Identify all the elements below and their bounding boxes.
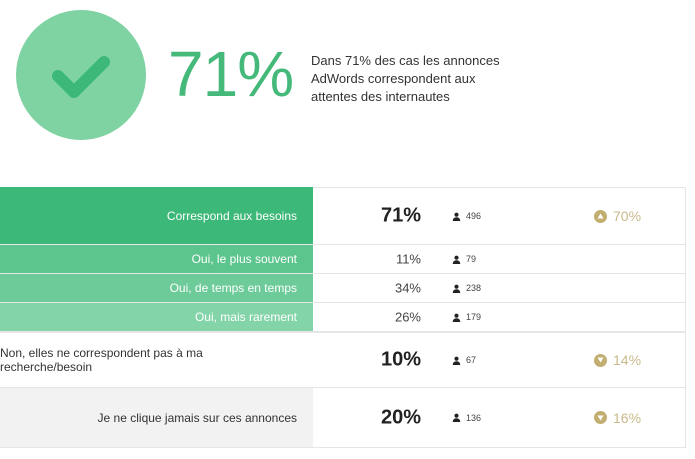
- count-value: 496: [466, 211, 482, 221]
- row-label: Non, elles ne correspondent pas à ma rec…: [0, 333, 313, 387]
- trend-value: 70%: [613, 208, 642, 224]
- count-value: 136: [466, 412, 482, 423]
- row-values: 10% 67 14%: [313, 333, 686, 387]
- row-count: 79: [452, 254, 476, 264]
- user-icon: [452, 212, 461, 221]
- row-label: Oui, le plus souvent: [0, 245, 313, 273]
- headline-text: Dans 71% des cas les annonces AdWords co…: [311, 53, 500, 104]
- trend-value: 16%: [613, 409, 642, 426]
- row-label: Oui, de temps en temps: [0, 274, 313, 302]
- table-row: Oui, le plus souvent 11% 79: [0, 245, 686, 274]
- trend-value: 14%: [613, 352, 642, 368]
- row-percent: 71%: [380, 204, 421, 227]
- arrow-down-icon: [594, 411, 607, 424]
- count-value: 179: [466, 312, 482, 322]
- count-value: 67: [466, 355, 477, 365]
- row-values: 71% 496 70%: [313, 187, 686, 244]
- row-count: 238: [452, 283, 481, 293]
- row-values: 26% 179: [313, 303, 686, 331]
- row-trend: 14%: [594, 352, 641, 368]
- row-values: 20% 136 16%: [313, 388, 686, 447]
- row-percent: 26%: [394, 309, 421, 325]
- count-value: 79: [466, 254, 477, 264]
- summary-header: 71% Dans 71% des cas les annonces AdWord…: [0, 0, 695, 150]
- row-percent: 20%: [380, 406, 421, 428]
- row-label: Oui, mais rarement: [0, 303, 313, 331]
- count-value: 238: [466, 283, 482, 293]
- table-row: Non, elles ne correspondent pas à ma rec…: [0, 332, 686, 388]
- row-values: 34% 238: [313, 274, 686, 302]
- row-trend: 16%: [594, 410, 641, 426]
- row-count: 136: [452, 413, 481, 423]
- user-icon: [452, 313, 461, 322]
- row-percent: 11%: [395, 251, 421, 267]
- user-icon: [452, 284, 461, 293]
- row-count: 496: [452, 211, 481, 221]
- table-row: Oui, de temps en temps 34% 238: [0, 274, 686, 303]
- row-label: Correspond aux besoins: [0, 187, 313, 244]
- row-values: 11% 79: [313, 245, 686, 273]
- row-count: 67: [452, 355, 476, 365]
- table-row: Oui, mais rarement 26% 179: [0, 303, 686, 332]
- user-icon: [452, 413, 461, 422]
- user-icon: [452, 356, 461, 365]
- row-trend: 70%: [594, 208, 641, 224]
- arrow-down-icon: [594, 353, 607, 367]
- headline-percent: 71%: [168, 38, 294, 110]
- row-count: 179: [452, 312, 481, 322]
- row-label: Je ne clique jamais sur ces annonces: [0, 388, 313, 447]
- row-percent: 10%: [380, 348, 421, 371]
- table-row: Je ne clique jamais sur ces annonces 20% 1…: [0, 388, 686, 448]
- row-percent: 34%: [394, 280, 421, 296]
- check-icon: [16, 10, 146, 140]
- arrow-up-icon: [594, 209, 607, 223]
- user-icon: [452, 255, 461, 264]
- results-table: Correspond aux besoins 71% 496 70% Oui, le p…: [0, 187, 686, 448]
- table-row: Correspond aux besoins 71% 496 70%: [0, 187, 686, 245]
